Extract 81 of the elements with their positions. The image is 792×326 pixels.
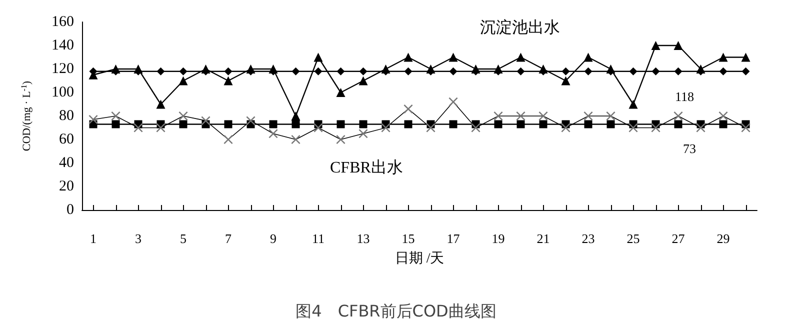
point: [494, 120, 502, 128]
point: [291, 112, 300, 120]
point: [674, 67, 682, 76]
point: [224, 76, 233, 86]
point: [224, 67, 232, 76]
x-tick-label: 9: [270, 231, 276, 246]
point: [652, 67, 660, 76]
point: [674, 41, 683, 50]
y-tick-label: 40: [59, 155, 74, 171]
text: 图4 CFBR前后COD曲线图: [296, 302, 496, 320]
point: [742, 67, 750, 76]
point: [629, 67, 638, 76]
point: [516, 52, 526, 62]
annotation: 118: [675, 89, 694, 104]
point: [449, 120, 458, 128]
y-axis-title: COD/(mg · L-1): [20, 80, 33, 152]
point: [516, 120, 525, 128]
point: [404, 120, 412, 128]
point: [358, 76, 368, 86]
x-tick-label: 1: [90, 231, 96, 246]
point: [449, 67, 458, 76]
series-label: 沉淀池出水: [480, 18, 560, 36]
x-tick-label: 15: [402, 231, 415, 246]
y-tick-label: 80: [59, 108, 74, 124]
point: [178, 76, 188, 86]
y-tick-label: 140: [52, 38, 74, 54]
x-tick-label: 21: [536, 231, 550, 246]
point: [179, 67, 188, 76]
y-tick-label: 0: [66, 202, 74, 218]
point: [448, 52, 458, 62]
point: [359, 120, 368, 128]
point: [628, 100, 638, 109]
x-tick-label: 19: [492, 231, 505, 246]
point: [359, 67, 368, 76]
x-tick-label: 23: [582, 231, 595, 246]
x-tick-label: 13: [356, 231, 370, 246]
y-tick-label: 160: [52, 14, 74, 30]
x-tick-label: 7: [225, 231, 232, 246]
point: [292, 67, 300, 76]
point: [404, 52, 413, 62]
x-tick-label: 3: [135, 231, 142, 246]
point: [292, 120, 300, 128]
point: [314, 52, 323, 62]
point: [741, 52, 750, 62]
point: [718, 52, 728, 62]
point: [336, 88, 346, 97]
x-axis-title: 日期 /天: [394, 250, 444, 266]
point: [584, 67, 592, 76]
point: [584, 52, 593, 62]
point: [674, 120, 682, 128]
point: [224, 120, 232, 128]
y-tick-label: 100: [52, 84, 74, 100]
x-tick-label: 29: [716, 231, 730, 246]
point: [539, 120, 548, 128]
point: [719, 120, 728, 128]
x-tick-label: 25: [626, 231, 640, 246]
y-tick-label: 60: [59, 132, 74, 148]
series-label: CFBR出水: [330, 158, 403, 176]
x-tick-label: 11: [312, 231, 325, 246]
point: [606, 120, 615, 128]
point: [584, 120, 592, 128]
point: [336, 120, 345, 128]
point: [404, 67, 412, 76]
y-tick-label: 20: [59, 178, 74, 194]
y-tick-label: 120: [52, 61, 74, 77]
point: [156, 100, 166, 109]
annotation: 73: [683, 141, 696, 156]
point: [561, 76, 570, 86]
point: [562, 67, 570, 76]
point: [719, 67, 728, 76]
point: [336, 67, 345, 76]
point: [651, 41, 660, 50]
point: [156, 67, 165, 76]
x-tick-label: 5: [180, 231, 186, 246]
point: [269, 120, 278, 128]
point: [179, 120, 188, 128]
x-tick-label: 27: [672, 231, 686, 246]
x-tick-label: 17: [446, 231, 460, 246]
point: [314, 67, 322, 76]
point: [516, 67, 525, 76]
point: [112, 120, 120, 128]
